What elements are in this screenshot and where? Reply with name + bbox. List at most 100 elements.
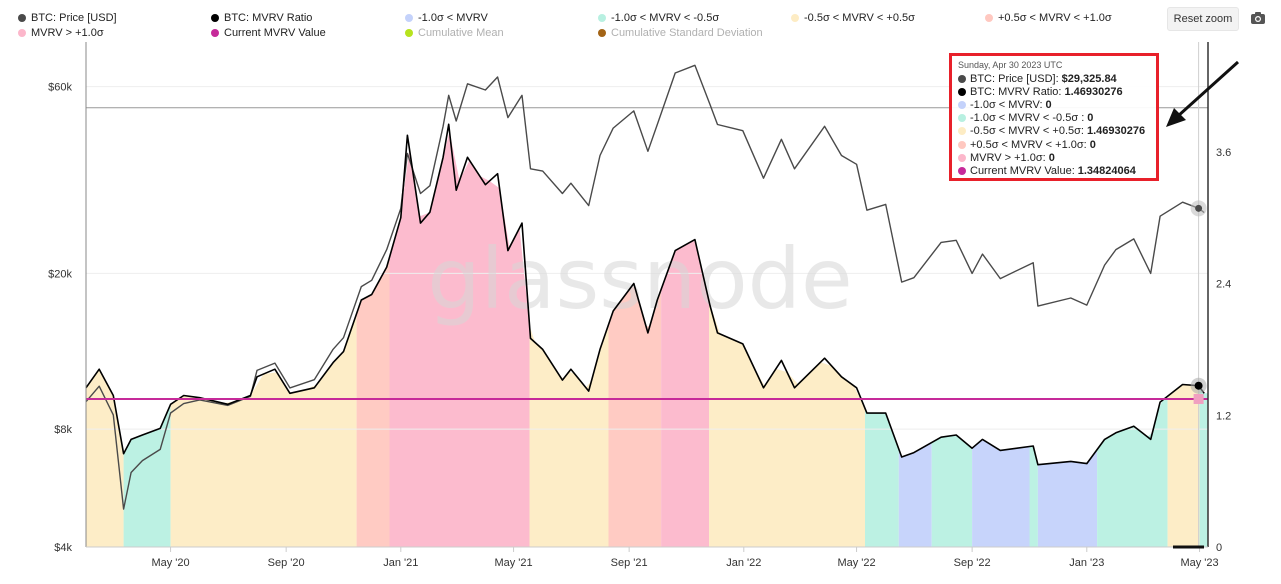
band-area bbox=[608, 286, 662, 547]
legend-label: MVRV > +1.0σ bbox=[31, 27, 104, 39]
tooltip-row: Current MVRV Value: 1.34824064 bbox=[958, 164, 1150, 177]
legend-swatch bbox=[598, 14, 606, 22]
tooltip-label: BTC: MVRV Ratio: bbox=[970, 85, 1062, 98]
tooltip-row: +0.5σ < MVRV < +1.0σ: 0 bbox=[958, 138, 1150, 151]
y-right-tick-label: 2.4 bbox=[1216, 279, 1231, 291]
band-area bbox=[389, 131, 530, 547]
legend-item[interactable]: Current MVRV Value bbox=[211, 27, 326, 39]
tooltip-swatch bbox=[958, 114, 966, 123]
mvrv-marker bbox=[1194, 381, 1203, 390]
tooltip-swatch bbox=[958, 87, 966, 96]
legend-item[interactable]: Cumulative Mean bbox=[405, 27, 504, 39]
tooltip-row: BTC: Price [USD]: $29,325.84 bbox=[958, 72, 1150, 85]
series-line bbox=[85, 64, 1205, 510]
tooltip-label: MVRV > +1.0σ: bbox=[970, 151, 1046, 164]
tooltip-row: -0.5σ < MVRV < +0.5σ: 1.46930276 bbox=[958, 125, 1150, 138]
tooltip-row: BTC: MVRV Ratio: 1.46930276 bbox=[958, 85, 1150, 98]
legend-swatch bbox=[211, 29, 219, 37]
hover-tooltip: Sunday, Apr 30 2023 UTC BTC: Price [USD]… bbox=[949, 53, 1159, 181]
legend-item[interactable]: -1.0σ < MVRV < -0.5σ bbox=[598, 12, 719, 24]
x-tick-label: Jan '21 bbox=[383, 557, 418, 569]
tooltip-swatch bbox=[958, 100, 966, 109]
hover-markers bbox=[1190, 200, 1207, 404]
tooltip-swatch bbox=[958, 74, 966, 83]
legend-swatch bbox=[405, 29, 413, 37]
y-right-tick-label: 1.2 bbox=[1216, 410, 1231, 422]
band-area bbox=[898, 442, 932, 547]
tooltip-label: -0.5σ < MVRV < +0.5σ: bbox=[970, 125, 1084, 138]
legend-swatch bbox=[18, 14, 26, 22]
legend-swatch bbox=[791, 14, 799, 22]
band-area bbox=[1029, 446, 1038, 547]
tooltip-label: BTC: Price [USD]: bbox=[970, 72, 1059, 85]
x-tick-label: May '22 bbox=[837, 557, 875, 569]
legend-swatch bbox=[211, 14, 219, 22]
y-left-tick-label: $20k bbox=[48, 268, 72, 280]
band-area bbox=[661, 241, 709, 548]
x-tick-label: Jan '22 bbox=[726, 557, 761, 569]
band-area bbox=[86, 369, 124, 547]
x-tick-label: Sep '20 bbox=[268, 557, 305, 569]
legend-item[interactable]: BTC: Price [USD] bbox=[18, 12, 117, 24]
tooltip-value: 0 bbox=[1048, 151, 1055, 164]
legend-swatch bbox=[405, 14, 413, 22]
tooltip-value: 0 bbox=[1087, 112, 1094, 125]
legend: BTC: Price [USD] BTC: MVRV Ratio -1.0σ < M… bbox=[18, 12, 1158, 44]
y-left-tick-label: $4k bbox=[54, 542, 72, 554]
x-tick-label: Sep '21 bbox=[611, 557, 648, 569]
band-area bbox=[972, 440, 1030, 547]
band-area bbox=[1167, 384, 1200, 547]
tooltip-label: -1.0σ < MVRV: bbox=[970, 98, 1043, 111]
tooltip-value: 1.34824064 bbox=[1077, 164, 1136, 177]
watermark: glassnode bbox=[427, 230, 852, 328]
legend-item[interactable]: Cumulative Standard Deviation bbox=[598, 27, 763, 39]
legend-item[interactable]: BTC: MVRV Ratio bbox=[211, 12, 312, 24]
legend-label: BTC: Price [USD] bbox=[31, 12, 117, 24]
series-lines bbox=[85, 64, 1205, 510]
legend-label: Current MVRV Value bbox=[224, 27, 326, 39]
annotation-arrow bbox=[1166, 60, 1240, 549]
tooltip-row: -1.0σ < MVRV < -0.5σ :0 bbox=[958, 112, 1150, 125]
y-left-tick-label: $8k bbox=[54, 424, 72, 436]
x-tick-label: Sep '22 bbox=[954, 557, 991, 569]
legend-item[interactable]: +0.5σ < MVRV < +1.0σ bbox=[985, 12, 1112, 24]
band-area bbox=[931, 435, 973, 547]
tooltip-row: -1.0σ < MVRV: 0 bbox=[958, 98, 1150, 111]
band-area bbox=[123, 404, 171, 547]
legend-item[interactable]: MVRV > +1.0σ bbox=[18, 27, 104, 39]
y-right-tick-label: 3.6 bbox=[1216, 147, 1231, 159]
legend-label: -1.0σ < MVRV < -0.5σ bbox=[611, 12, 720, 24]
tooltip-value: 0 bbox=[1089, 138, 1096, 151]
tooltip-label: +0.5σ < MVRV < +1.0σ: bbox=[970, 138, 1087, 151]
tooltip-swatch bbox=[958, 140, 966, 149]
axes: $4k $8k $20k $60k 0 1.2 2.4 3.6 May '20 Sep '20 Ja… bbox=[48, 42, 1231, 569]
band-area bbox=[1037, 449, 1098, 547]
band-area bbox=[170, 313, 357, 547]
camera-icon[interactable] bbox=[1250, 11, 1266, 25]
legend-item[interactable]: -1.0σ < MVRV bbox=[405, 12, 488, 24]
tooltip-value: $29,325.84 bbox=[1061, 72, 1117, 85]
tooltip-date: Sunday, Apr 30 2023 UTC bbox=[958, 60, 1063, 70]
band-area bbox=[1097, 396, 1168, 547]
price-marker bbox=[1195, 204, 1203, 212]
x-tick-label: May '21 bbox=[494, 557, 532, 569]
tooltip-label: Current MVRV Value: bbox=[970, 164, 1075, 177]
tooltip-value: 1.46930276 bbox=[1086, 125, 1146, 138]
legend-label: Cumulative Mean bbox=[418, 27, 504, 39]
tooltip-value: 0 bbox=[1045, 98, 1052, 111]
tooltip-swatch bbox=[958, 166, 966, 175]
y-left-tick-label: $60k bbox=[48, 82, 72, 94]
x-tick-label: Jan '23 bbox=[1069, 557, 1104, 569]
legend-swatch bbox=[18, 29, 26, 37]
tooltip-value: 1.46930276 bbox=[1064, 85, 1123, 98]
current-mvrv-marker bbox=[1193, 393, 1204, 404]
legend-label: Cumulative Standard Deviation bbox=[611, 27, 763, 39]
tooltip-swatch bbox=[958, 127, 966, 136]
legend-swatch bbox=[985, 14, 993, 22]
series-line bbox=[85, 123, 1205, 466]
band-area bbox=[865, 408, 899, 547]
legend-item[interactable]: -0.5σ < MVRV < +0.5σ bbox=[791, 12, 915, 24]
reset-zoom-button[interactable]: Reset zoom bbox=[1167, 7, 1239, 31]
tooltip-row: MVRV > +1.0σ: 0 bbox=[958, 151, 1150, 164]
